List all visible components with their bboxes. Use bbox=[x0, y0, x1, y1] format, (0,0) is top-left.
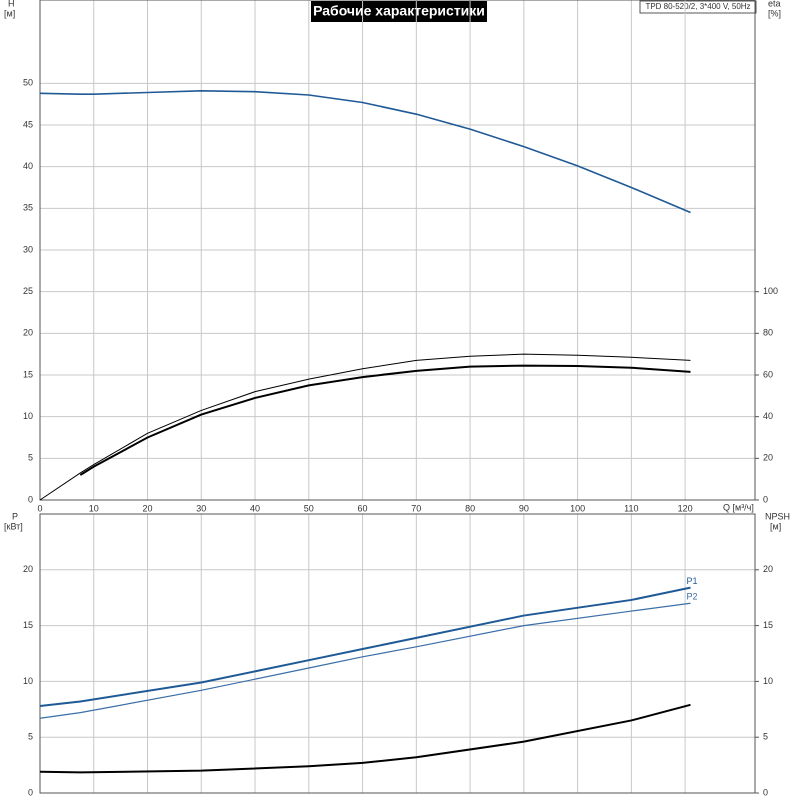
curve bbox=[39, 90, 691, 214]
y2-tick-label: 80 bbox=[763, 328, 773, 338]
y-tick-label: 10 bbox=[23, 676, 33, 686]
x-tick-label: 60 bbox=[358, 503, 368, 513]
curve bbox=[39, 602, 691, 719]
x-tick-label: 50 bbox=[304, 503, 314, 513]
y-tick-label: 35 bbox=[23, 203, 33, 213]
series-label: P1 bbox=[686, 576, 697, 586]
plot-frame bbox=[39, 513, 756, 794]
x-tick-label: 110 bbox=[624, 503, 638, 513]
y2-tick-label: 0 bbox=[763, 494, 768, 504]
x-tick-label: 40 bbox=[250, 503, 260, 513]
y2-label: eta bbox=[768, 0, 781, 8]
y-tick-label: 20 bbox=[23, 328, 33, 338]
y-unit: [м] bbox=[4, 8, 15, 18]
y-tick-label: 30 bbox=[23, 244, 33, 254]
y2-tick-label: 60 bbox=[763, 369, 773, 379]
plot-frame bbox=[39, 0, 756, 501]
subtitle-box bbox=[639, 0, 757, 14]
x-tick-label: 20 bbox=[143, 503, 153, 513]
chart-title: Рабочие характеристики bbox=[313, 3, 485, 19]
y-tick-label: 20 bbox=[23, 564, 33, 574]
y-label: P bbox=[12, 511, 18, 521]
y-unit: [кВт] bbox=[4, 521, 23, 531]
y-tick-label: 0 bbox=[28, 787, 33, 797]
y-tick-label: 10 bbox=[23, 411, 33, 421]
y-tick-label: 5 bbox=[28, 732, 33, 742]
curve bbox=[39, 586, 691, 707]
x-tick-label: 30 bbox=[196, 503, 206, 513]
y-tick-label: 50 bbox=[23, 78, 33, 88]
y2-tick-label: 40 bbox=[763, 411, 773, 421]
x-tick-label: 100 bbox=[570, 503, 585, 513]
y2-tick-label: 100 bbox=[763, 286, 778, 296]
y2-tick-label: 0 bbox=[763, 787, 768, 797]
y-label: H bbox=[8, 0, 15, 8]
y2-unit: [м] bbox=[770, 521, 781, 531]
series-label: P2 bbox=[686, 592, 697, 602]
y-tick-label: 5 bbox=[28, 453, 33, 463]
x-tick-label: 120 bbox=[678, 503, 693, 513]
curve bbox=[79, 364, 691, 476]
y2-tick-label: 15 bbox=[763, 620, 773, 630]
x-label: Q [м³/ч] bbox=[723, 502, 754, 512]
subtitle: TPD 80-520/2, 3*400 V, 50Hz bbox=[645, 2, 750, 11]
curve bbox=[39, 703, 691, 774]
curve bbox=[39, 353, 691, 501]
y-tick-label: 40 bbox=[23, 161, 33, 171]
y2-tick-label: 20 bbox=[763, 453, 773, 463]
y-tick-label: 15 bbox=[23, 369, 33, 379]
y2-tick-label: 10 bbox=[763, 676, 773, 686]
y2-unit: [%] bbox=[768, 8, 781, 18]
x-tick-label: 80 bbox=[465, 503, 475, 513]
y-tick-label: 0 bbox=[28, 494, 33, 504]
y2-tick-label: 20 bbox=[763, 564, 773, 574]
x-tick-label: 90 bbox=[519, 503, 529, 513]
x-tick-label: 10 bbox=[89, 503, 99, 513]
x-tick-label: 0 bbox=[37, 503, 42, 513]
title-box bbox=[311, 1, 487, 22]
y-tick-label: 15 bbox=[23, 620, 33, 630]
y-tick-label: 45 bbox=[23, 119, 33, 129]
y-tick-label: 25 bbox=[23, 286, 33, 296]
y2-tick-label: 5 bbox=[763, 732, 768, 742]
y2-label: NPSH bbox=[765, 511, 790, 521]
x-tick-label: 70 bbox=[411, 503, 421, 513]
